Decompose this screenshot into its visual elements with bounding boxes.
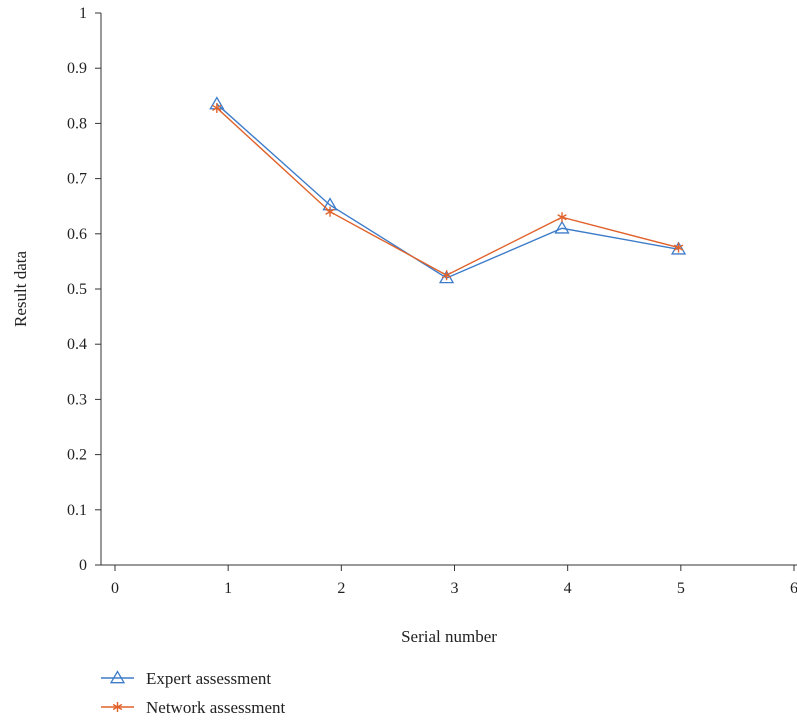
- y-tick-label: 0.8: [67, 115, 87, 132]
- series-line: [216, 107, 679, 276]
- x-tick-label: 5: [677, 580, 685, 597]
- x-tick-label: 3: [451, 580, 459, 597]
- series-expert: [209, 96, 687, 284]
- data-point-marker: [670, 241, 687, 255]
- y-tick-label: 0.4: [67, 336, 87, 353]
- y-tick-label: 0.9: [67, 60, 87, 77]
- x-tick-label: 0: [111, 580, 119, 597]
- legend-item-network: Network assessment: [101, 698, 286, 717]
- legend-label-expert: Expert assessment: [146, 669, 271, 688]
- x-axis-title: Serial number: [401, 627, 497, 646]
- data-point-marker: [554, 220, 570, 234]
- y-tick-label: 0.7: [67, 171, 87, 188]
- data-point-marker: [673, 242, 684, 253]
- legend-marker: [112, 702, 123, 712]
- series-layer: [209, 96, 687, 284]
- series-network: [212, 102, 684, 281]
- y-tick-label: 0.2: [67, 447, 87, 464]
- axes: [100, 13, 797, 566]
- y-tick-label: 1: [79, 5, 87, 22]
- x-tick-label: 1: [224, 580, 232, 597]
- legend-item-expert: Expert assessment: [101, 669, 271, 688]
- y-axis-title: Result data: [11, 251, 30, 327]
- x-tick-label: 6: [790, 580, 797, 597]
- y-tick-label: 0.1: [67, 502, 87, 519]
- x-tick-label: 4: [564, 580, 572, 597]
- y-axis-ticks: 0 0.1 0.2 0.3 0.4 0.5 0.6 0.7 0.8 0.9 1: [67, 5, 101, 574]
- legend-marker: [109, 670, 126, 684]
- legend: Expert assessment Network assessment: [101, 669, 286, 717]
- x-axis-ticks: 0 1 2 3 4 5 6: [111, 565, 797, 597]
- data-point-marker: [441, 270, 452, 281]
- x-tick-label: 2: [337, 580, 345, 597]
- y-tick-label: 0: [79, 557, 87, 574]
- y-tick-label: 0.5: [67, 281, 87, 298]
- data-point-marker: [557, 212, 567, 223]
- data-point-marker: [212, 102, 222, 113]
- data-point-marker: [325, 206, 335, 217]
- legend-label-network: Network assessment: [146, 698, 286, 717]
- y-tick-label: 0.6: [67, 226, 87, 243]
- y-tick-label: 0.3: [67, 391, 87, 408]
- series-line: [216, 103, 679, 279]
